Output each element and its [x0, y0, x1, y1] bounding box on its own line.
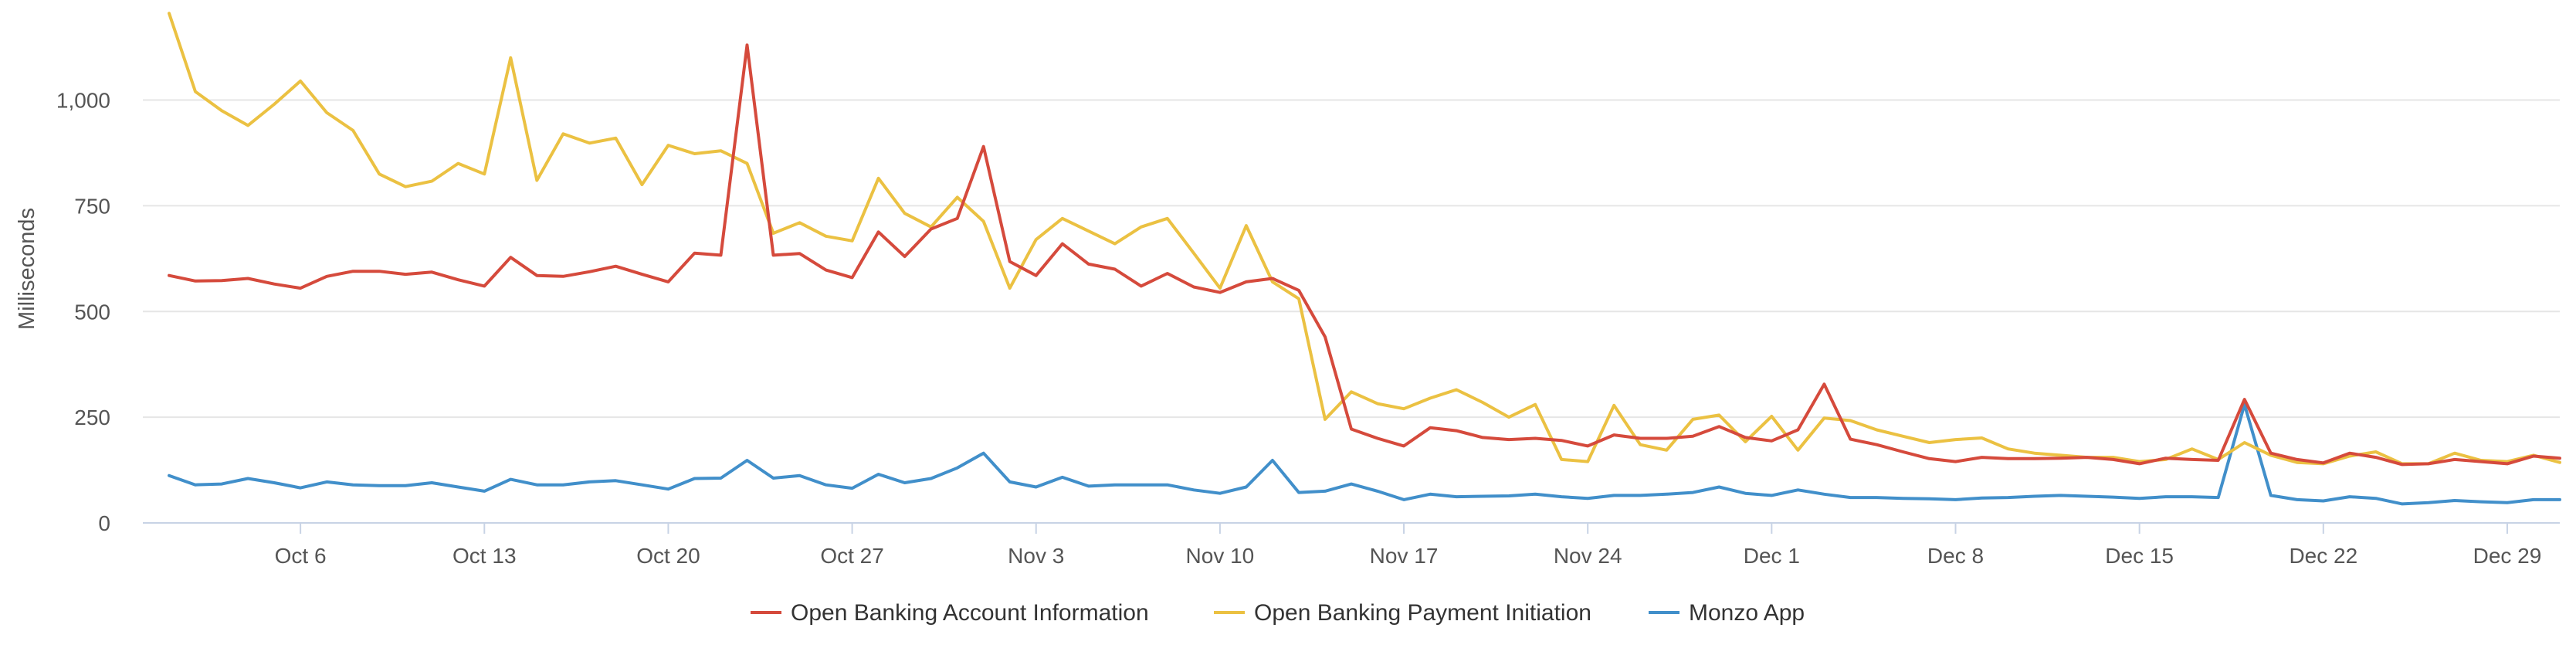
- series-line-open-banking-payment-initiation: [168, 12, 2561, 466]
- series-line-monzo-app: [168, 402, 2561, 506]
- x-tick-label: Oct 6: [275, 544, 327, 568]
- y-tick-label: 0: [98, 511, 110, 535]
- x-tick-label: Dec 15: [2105, 544, 2174, 568]
- y-tick-label: 250: [74, 406, 110, 429]
- grid-lines: [143, 99, 2560, 524]
- x-tick-label: Nov 3: [1008, 544, 1064, 568]
- legend-label: Monzo App: [1689, 600, 1805, 626]
- x-tick-label: Dec 22: [2289, 544, 2357, 568]
- y-tick-label: 1,000: [56, 89, 110, 113]
- y-axis-title: Milliseconds: [15, 208, 39, 330]
- y-axis-ticks: 0 250 500 750 1,000: [56, 89, 110, 536]
- x-tick-label: Dec 29: [2473, 544, 2542, 568]
- x-tick-label: Oct 27: [820, 544, 883, 568]
- legend-label: Open Banking Payment Initiation: [1254, 600, 1591, 626]
- series-line-open-banking-account-information: [168, 43, 2561, 467]
- x-tick-label: Nov 10: [1186, 544, 1255, 568]
- legend: Open Banking Account Information Open Ban…: [751, 600, 1805, 626]
- x-axis-ticks: Oct 6 Oct 13 Oct 20 Oct 27 Nov 3 Nov 10 Nov 17…: [275, 523, 2542, 568]
- legend-item-open-banking-payment-initiation[interactable]: Open Banking Payment Initiation: [1214, 600, 1591, 626]
- legend-item-monzo-app[interactable]: Monzo App: [1649, 600, 1805, 626]
- x-tick-label: Nov 17: [1370, 544, 1439, 568]
- x-tick-label: Dec 8: [1927, 544, 1984, 568]
- legend-label: Open Banking Account Information: [791, 600, 1149, 626]
- legend-item-open-banking-account-information[interactable]: Open Banking Account Information: [751, 600, 1149, 626]
- x-tick-label: Nov 24: [1554, 544, 1622, 568]
- y-tick-label: 750: [74, 194, 110, 218]
- x-tick-label: Dec 1: [1744, 544, 1800, 568]
- series-lines: [168, 12, 2561, 506]
- x-tick-label: Oct 13: [452, 544, 516, 568]
- x-tick-label: Oct 20: [636, 544, 700, 568]
- y-tick-label: 500: [74, 300, 110, 324]
